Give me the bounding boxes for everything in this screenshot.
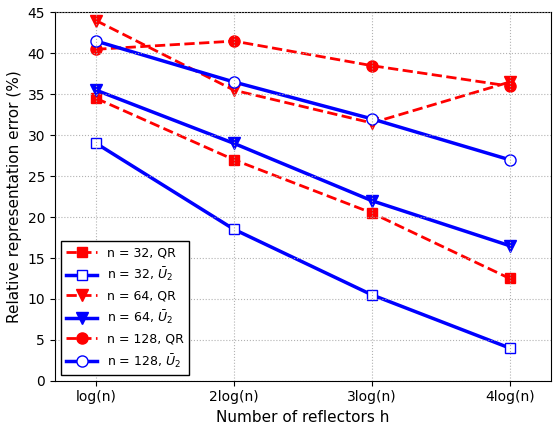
n = 32, QR [230, 157, 237, 162]
n = 128, QR [230, 38, 237, 44]
n = 64, QR [230, 88, 237, 93]
Line: n = 128, QR: n = 128, QR [90, 35, 515, 92]
n = 64, $\bar{U}_2$ [230, 141, 237, 146]
n = 64, QR [506, 79, 513, 85]
n = 64, $\bar{U}_2$ [93, 88, 99, 93]
Line: n = 32, $\bar{U}_2$: n = 32, $\bar{U}_2$ [92, 139, 514, 353]
X-axis label: Number of reflectors h: Number of reflectors h [217, 410, 389, 425]
n = 128, $\bar{U}_2$ [368, 116, 375, 121]
Line: n = 64, $\bar{U}_2$: n = 64, $\bar{U}_2$ [90, 84, 516, 252]
n = 128, QR [368, 63, 375, 68]
n = 128, QR [93, 47, 99, 52]
Line: n = 64, QR: n = 64, QR [90, 14, 516, 129]
n = 128, $\bar{U}_2$ [93, 38, 99, 44]
n = 128, $\bar{U}_2$ [506, 157, 513, 162]
Line: n = 32, QR: n = 32, QR [92, 93, 514, 283]
n = 128, $\bar{U}_2$ [230, 79, 237, 85]
n = 64, $\bar{U}_2$ [506, 243, 513, 248]
Y-axis label: Relative representation error (%): Relative representation error (%) [7, 70, 22, 323]
n = 64, $\bar{U}_2$ [368, 198, 375, 203]
n = 32, $\bar{U}_2$ [230, 227, 237, 232]
n = 32, $\bar{U}_2$ [506, 346, 513, 351]
n = 32, QR [93, 96, 99, 101]
n = 32, $\bar{U}_2$ [93, 141, 99, 146]
Line: n = 128, $\bar{U}_2$: n = 128, $\bar{U}_2$ [90, 35, 515, 165]
Legend: n = 32, QR, n = 32, $\bar{U}_2$, n = 64, QR, n = 64, $\bar{U}_2$, n = 128, QR, n: n = 32, QR, n = 32, $\bar{U}_2$, n = 64,… [61, 241, 189, 375]
n = 64, QR [93, 18, 99, 23]
n = 32, QR [506, 276, 513, 281]
n = 32, QR [368, 210, 375, 216]
n = 32, $\bar{U}_2$ [368, 292, 375, 297]
n = 128, QR [506, 83, 513, 89]
n = 64, QR [368, 121, 375, 126]
